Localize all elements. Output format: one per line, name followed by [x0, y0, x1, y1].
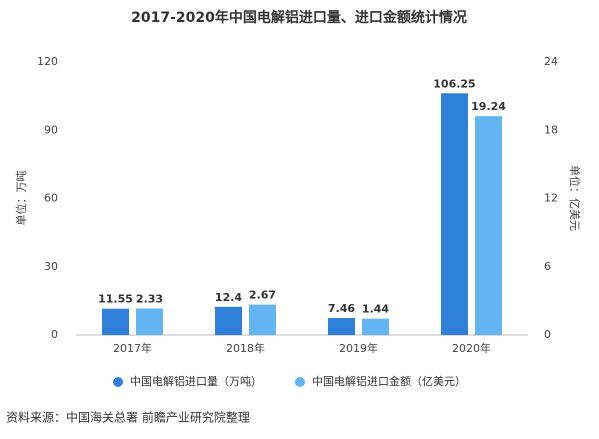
y2-tick-label: 18: [544, 123, 558, 136]
value-label: 2.33: [136, 292, 163, 305]
source-note: 资料来源：中国海关总署 前瞻产业研究院整理: [6, 410, 250, 425]
value-label: 2.67: [249, 289, 276, 302]
value-label: 1.44: [362, 303, 389, 316]
bar: [328, 318, 355, 335]
x-tick-label: 2020年: [452, 341, 491, 355]
legend-label: 中国电解铝进口量（万吨）: [130, 374, 262, 388]
bar: [362, 318, 389, 335]
legend-marker: [295, 377, 305, 387]
value-label: 19.24: [471, 100, 506, 113]
value-label: 11.55: [98, 293, 133, 306]
value-label: 106.25: [433, 77, 475, 90]
value-label: 7.46: [328, 302, 355, 315]
y-tick-label: 0: [51, 328, 58, 341]
bar: [441, 93, 468, 335]
bar: [475, 116, 502, 336]
x-tick-label: 2017年: [113, 341, 152, 355]
y-axis-label: 单位：万吨: [14, 171, 28, 226]
legend-label: 中国电解铝进口金额（亿美元）: [312, 374, 466, 388]
y2-tick-label: 0: [544, 328, 551, 341]
value-label: 12.4: [215, 291, 242, 304]
y-tick-label: 90: [44, 123, 58, 136]
y-tick-label: 30: [44, 260, 58, 273]
bar: [136, 308, 163, 335]
bar: [215, 306, 242, 335]
x-tick-label: 2018年: [226, 341, 265, 355]
y2-tick-label: 6: [544, 260, 551, 273]
y2-tick-label: 12: [544, 192, 558, 205]
x-tick-label: 2019年: [339, 341, 378, 355]
y2-tick-label: 24: [544, 55, 558, 68]
y-tick-label: 60: [44, 192, 58, 205]
chart-title: 2017-2020年中国电解铝进口量、进口金额统计情况: [131, 9, 467, 26]
legend-marker: [113, 377, 123, 387]
bar: [102, 308, 129, 335]
bar: [249, 304, 276, 335]
y-tick-label: 120: [37, 55, 58, 68]
y2-axis-label: 单位：亿美元: [568, 165, 582, 231]
